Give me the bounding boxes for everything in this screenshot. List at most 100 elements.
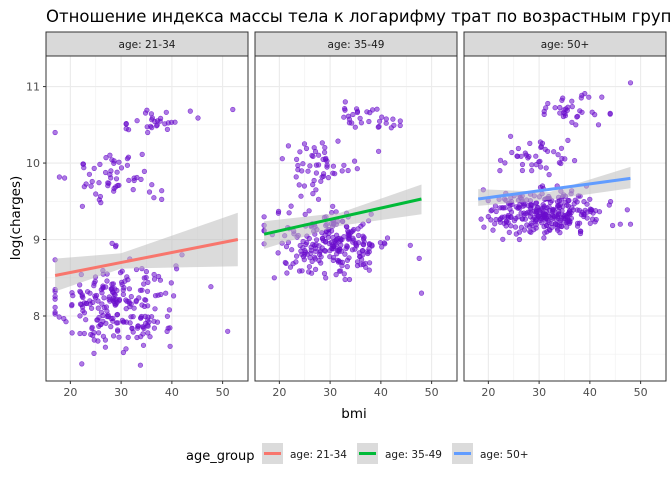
data-point <box>230 106 236 113</box>
x-tick-label: 20 <box>481 386 495 399</box>
data-point <box>322 145 328 151</box>
data-point <box>627 221 634 227</box>
data-point <box>330 163 337 169</box>
data-point <box>56 174 63 180</box>
x-tick-label: 50 <box>216 386 230 399</box>
data-point <box>560 113 567 120</box>
data-point <box>165 325 171 331</box>
data-point <box>89 324 95 330</box>
data-point <box>609 222 616 229</box>
data-point <box>96 180 102 186</box>
data-point <box>302 211 308 217</box>
data-point <box>61 175 68 181</box>
data-point <box>338 242 344 248</box>
data-point <box>149 124 155 131</box>
legend-label: age: 50+ <box>480 449 529 461</box>
data-point <box>83 181 89 187</box>
data-point <box>364 109 370 115</box>
data-point <box>390 116 396 122</box>
data-point <box>552 105 558 111</box>
data-point <box>524 222 530 228</box>
data-point <box>539 220 545 226</box>
data-point <box>134 118 140 124</box>
data-point <box>133 298 139 304</box>
data-point <box>587 220 593 226</box>
data-point <box>331 243 337 249</box>
data-point <box>350 111 356 118</box>
data-point <box>294 253 300 259</box>
data-point <box>332 238 338 244</box>
data-point <box>370 107 376 113</box>
data-point <box>607 110 613 116</box>
data-point <box>172 119 178 125</box>
data-point <box>323 275 329 281</box>
data-point <box>520 203 526 209</box>
data-point <box>360 233 366 239</box>
data-point <box>103 320 109 326</box>
data-point <box>134 334 140 341</box>
data-point <box>357 253 363 259</box>
data-point <box>397 118 403 124</box>
data-point <box>125 334 131 341</box>
x-tick-label: 40 <box>165 386 179 399</box>
data-point <box>114 169 120 175</box>
data-point <box>283 260 289 267</box>
data-point <box>97 161 103 167</box>
data-point <box>108 168 114 174</box>
data-point <box>127 320 133 326</box>
data-point <box>313 266 319 273</box>
data-point <box>77 330 83 337</box>
data-point <box>341 271 347 277</box>
data-point <box>571 158 578 164</box>
data-point <box>164 126 170 132</box>
data-point <box>126 300 133 306</box>
data-point <box>545 100 551 107</box>
data-point <box>151 271 157 278</box>
data-point <box>295 167 301 173</box>
data-point <box>79 304 86 310</box>
data-point <box>306 208 312 214</box>
data-point <box>310 182 316 188</box>
data-point <box>528 205 534 211</box>
legend-label: age: 35-49 <box>385 449 442 461</box>
y-axis-title: log(charges) <box>8 176 24 261</box>
data-point <box>537 139 544 145</box>
data-point <box>488 217 494 223</box>
data-point <box>96 197 102 203</box>
data-point <box>130 314 136 320</box>
data-point <box>515 145 522 152</box>
data-point <box>627 80 634 86</box>
data-point <box>533 217 540 223</box>
data-point <box>296 268 303 274</box>
data-point <box>358 120 365 126</box>
data-point <box>95 298 101 304</box>
data-point <box>624 207 630 213</box>
data-point <box>116 159 122 165</box>
legend-item: age: 21-34 <box>262 443 347 464</box>
data-point <box>118 165 125 171</box>
data-point <box>283 244 290 250</box>
data-point <box>77 288 83 294</box>
trend-line <box>478 176 631 201</box>
data-point <box>542 217 549 223</box>
data-point <box>333 272 339 278</box>
data-point <box>607 199 614 205</box>
data-point <box>296 182 302 188</box>
data-point <box>152 306 158 312</box>
data-point <box>123 120 129 127</box>
data-point <box>565 203 572 209</box>
legend-label: age: 21-34 <box>290 449 347 461</box>
data-point <box>83 317 89 323</box>
data-point <box>361 239 367 245</box>
data-point <box>285 143 292 149</box>
data-point <box>301 141 308 147</box>
data-point <box>379 244 385 250</box>
data-point <box>100 284 106 291</box>
x-tick-label: 40 <box>583 386 597 399</box>
data-point <box>345 113 352 119</box>
data-point <box>346 276 353 283</box>
data-point <box>565 211 571 217</box>
data-point <box>306 235 312 242</box>
data-point <box>518 153 524 159</box>
data-point <box>481 224 487 230</box>
